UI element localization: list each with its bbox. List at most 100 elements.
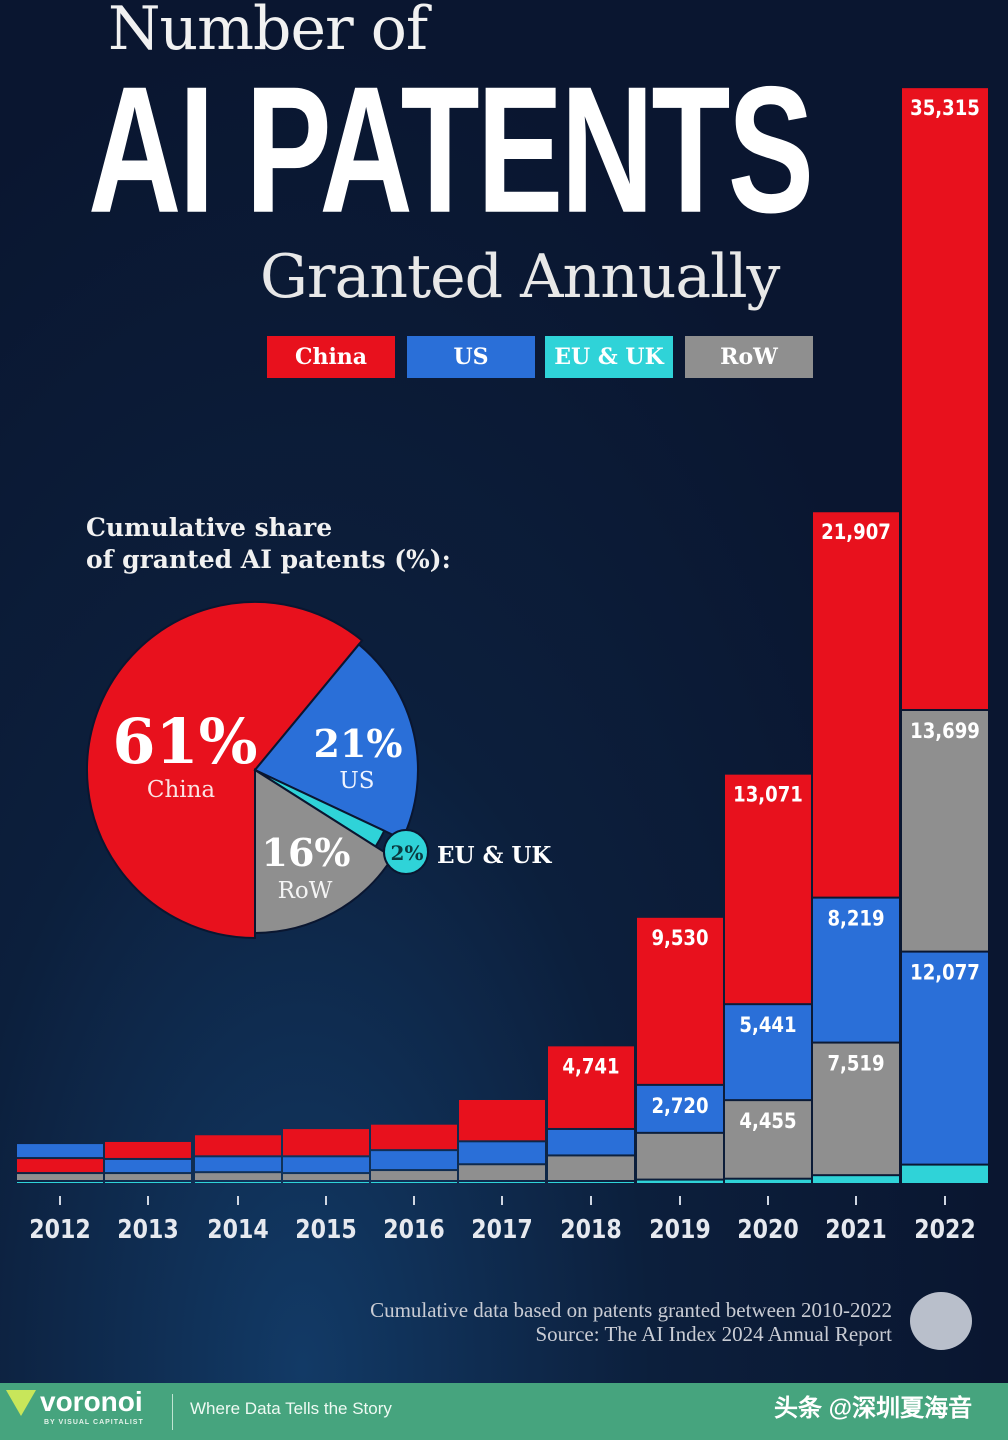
data-label-china-2018: 4,741 xyxy=(562,1054,619,1079)
bar-china-2015 xyxy=(283,1129,369,1156)
pie-label-us-pct: 21% xyxy=(314,721,403,766)
bar-us-2012 xyxy=(17,1144,103,1158)
bar-row-2012 xyxy=(17,1174,103,1180)
bar-row-2016 xyxy=(371,1171,457,1180)
bar-china-2016 xyxy=(371,1124,457,1150)
data-label-row-2021: 7,519 xyxy=(827,1051,884,1076)
x-tick-label-2018: 2018 xyxy=(560,1214,621,1244)
bar-eu-uk-2018 xyxy=(548,1182,634,1183)
pie-label-china-pct: 61% xyxy=(112,705,257,778)
bar-us-2013 xyxy=(105,1159,191,1173)
pie-label-eu-name: EU & UK xyxy=(437,842,552,869)
bar-china-2013 xyxy=(105,1141,191,1158)
x-tick-label-2016: 2016 xyxy=(383,1214,444,1244)
title-line3: Granted Annually xyxy=(260,242,780,312)
bar-china-2019 xyxy=(637,917,723,1084)
bar-us-2017 xyxy=(459,1142,545,1164)
bar-us-2016 xyxy=(371,1151,457,1170)
footnote-source: Source: The AI Index 2024 Annual Report xyxy=(535,1322,892,1346)
bar-us-2015 xyxy=(283,1157,369,1173)
x-tick-label-2015: 2015 xyxy=(295,1214,356,1244)
pie-title-line1: Cumulative share xyxy=(86,513,333,542)
data-label-china-2022: 35,315 xyxy=(910,96,980,121)
pie-title: Cumulative share of granted AI patents (… xyxy=(86,512,451,576)
bar-china-2012 xyxy=(17,1159,103,1173)
bar-eu-uk-2022 xyxy=(902,1165,988,1183)
watermark: 头条 @深圳夏海音 xyxy=(774,1395,973,1422)
legend-us: US xyxy=(407,336,535,378)
bar-eu-uk-2016 xyxy=(371,1182,457,1183)
bar-eu-uk-2012 xyxy=(17,1182,103,1183)
data-label-us-2020: 5,441 xyxy=(739,1013,796,1038)
x-tick-label-2012: 2012 xyxy=(29,1214,90,1244)
bar-china-2018 xyxy=(548,1046,634,1128)
pie-label-china-name: China xyxy=(147,777,216,803)
tagline: Where Data Tells the Story xyxy=(190,1399,392,1418)
pie-label-eu-pct: 2% xyxy=(391,841,424,865)
brand-sub: BY VISUAL CAPITALIST xyxy=(44,1419,144,1426)
footer-divider xyxy=(172,1394,173,1430)
bar-china-2020 xyxy=(725,774,811,1004)
pie-label-row-pct: 16% xyxy=(262,830,351,875)
bar-row-2017 xyxy=(459,1165,545,1180)
x-tick-label-2013: 2013 xyxy=(117,1214,178,1244)
publisher-logo-icon xyxy=(910,1292,972,1350)
footer-bar xyxy=(0,1383,1008,1440)
pie-title-line2: of granted AI patents (%): xyxy=(86,545,451,574)
data-label-china-2021: 21,907 xyxy=(821,520,891,545)
bar-eu-uk-2020 xyxy=(725,1179,811,1183)
bar-row-2014 xyxy=(195,1173,281,1180)
bar-us-2021 xyxy=(813,898,899,1042)
footnote-line1: Cumulative data based on patents granted… xyxy=(370,1298,892,1322)
bar-row-2018 xyxy=(548,1156,634,1180)
data-label-us-2022: 12,077 xyxy=(910,960,980,985)
bar-us-2018 xyxy=(548,1129,634,1155)
bar-row-2015 xyxy=(283,1174,369,1180)
pie-slice-china xyxy=(86,601,364,940)
bar-eu-uk-2021 xyxy=(813,1176,899,1183)
bar-eu-uk-2017 xyxy=(459,1182,545,1183)
title-main: AI PATENTS xyxy=(88,48,814,251)
bar-china-2021 xyxy=(813,512,899,897)
legend-row: RoW xyxy=(685,336,813,378)
bar-eu-uk-2014 xyxy=(195,1182,281,1183)
bar-row-2019 xyxy=(637,1133,723,1179)
pie-eu-callout-circle xyxy=(383,829,429,875)
pie-slice-row xyxy=(254,768,394,934)
pie-label-us-name: US xyxy=(339,768,374,794)
brand-name: voronoi xyxy=(40,1386,143,1417)
bar-eu-uk-2019 xyxy=(637,1180,723,1183)
data-label-row-2022: 13,699 xyxy=(910,719,980,744)
bar-eu-uk-2013 xyxy=(105,1182,191,1183)
legend-eu-uk: EU & UK xyxy=(545,336,673,378)
bar-row-2021 xyxy=(813,1043,899,1175)
data-label-china-2019: 9,530 xyxy=(651,926,708,951)
bar-us-2014 xyxy=(195,1157,281,1172)
data-label-us-2021: 8,219 xyxy=(827,906,884,931)
title-line1: Number of xyxy=(108,0,428,64)
data-label-us-2019: 2,720 xyxy=(651,1094,708,1119)
bar-china-2014 xyxy=(195,1135,281,1156)
bar-china-2017 xyxy=(459,1099,545,1141)
bar-us-2019 xyxy=(637,1085,723,1132)
bar-eu-uk-2015 xyxy=(283,1182,369,1183)
legend-china: China xyxy=(267,336,395,378)
x-tick-label-2017: 2017 xyxy=(471,1214,532,1244)
pie-label-row-name: RoW xyxy=(278,878,333,904)
x-tick-label-2022: 2022 xyxy=(914,1214,975,1244)
bar-row-2022 xyxy=(902,710,988,951)
pie-slice-us xyxy=(253,643,419,841)
bar-us-2022 xyxy=(902,952,988,1164)
voronoi-logo-icon xyxy=(6,1390,36,1416)
bar-row-2013 xyxy=(105,1174,191,1180)
data-label-china-2020: 13,071 xyxy=(733,782,803,807)
bar-china-2022 xyxy=(902,88,988,709)
data-label-row-2020: 4,455 xyxy=(739,1109,796,1134)
x-tick-label-2021: 2021 xyxy=(825,1214,886,1244)
x-tick-label-2014: 2014 xyxy=(207,1214,268,1244)
x-tick-label-2020: 2020 xyxy=(737,1214,798,1244)
bar-row-2020 xyxy=(725,1101,811,1178)
x-tick-label-2019: 2019 xyxy=(649,1214,710,1244)
bar-us-2020 xyxy=(725,1005,811,1100)
